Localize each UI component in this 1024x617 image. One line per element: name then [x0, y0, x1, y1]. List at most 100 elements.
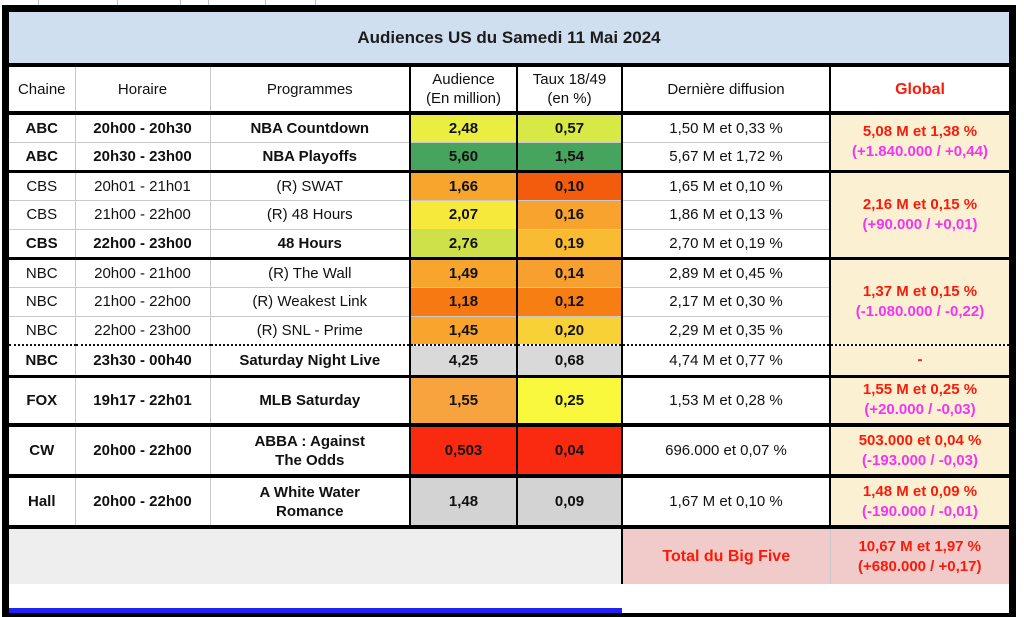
- audience-cell: 1,66: [409, 169, 517, 200]
- table-frame: Audiences US du Samedi 11 Mai 2024 Chain…: [2, 5, 1016, 617]
- empty-cell: [9, 525, 622, 584]
- blue-underline: [9, 608, 622, 613]
- channel-cell: CBS: [9, 169, 75, 200]
- global-cell: 503.000 et 0,04 % (-193.000 / -0,03): [829, 423, 1009, 476]
- total-global-cell: 10,67 M et 1,97 % (+680.000 / +0,17): [829, 525, 1009, 584]
- table-row: Total du Big Five 10,67 M et 1,97 % (+68…: [9, 525, 1009, 584]
- program-cell: (R) Weakest Link: [209, 286, 410, 316]
- table-row: NBC 20h00 - 21h00 (R) The Wall 1,49 0,14…: [9, 256, 1009, 345]
- table-row: FOX 19h17 - 22h01 MLB Saturday 1,55 0,25…: [9, 374, 1009, 425]
- col-header-programmes: Programmes: [209, 65, 410, 115]
- audience-cell: 1,55: [409, 374, 517, 425]
- rating-cell: 0,10: [516, 169, 622, 200]
- program-cell: (R) SNL - Prime: [209, 315, 410, 345]
- rating-cell: 1,54: [516, 141, 622, 171]
- global-cell: -: [829, 344, 1009, 376]
- table-row: Chaine Horaire Programmes Audience (En m…: [9, 65, 1009, 115]
- program-cell: ABBA : Against The Odds: [209, 423, 410, 476]
- channel-cell: NBC: [9, 256, 75, 287]
- rating-cell: 0,25: [516, 374, 622, 425]
- channel-cell: NBC: [9, 344, 75, 376]
- audience-cell: 5,60: [409, 141, 517, 171]
- audience-cell: 0,503: [409, 423, 517, 476]
- col-header-derniere-diffusion: Dernière diffusion: [621, 65, 830, 115]
- channel-cell: Hall: [9, 474, 75, 527]
- audience-cell: 1,18: [409, 286, 517, 316]
- col-header-global: Global: [829, 65, 1009, 115]
- col-header-audience: Audience (En million): [409, 65, 517, 115]
- last-broadcast-cell: 696.000 et 0,07 %: [621, 423, 830, 476]
- audiences-table: Audiences US du Samedi 11 Mai 2024 Chain…: [9, 12, 1009, 584]
- rating-cell: 0,16: [516, 199, 622, 229]
- rating-cell: 0,09: [516, 474, 622, 527]
- table-row: NBC 21h00 - 22h00 (R) Weakest Link 1,18 …: [9, 286, 1009, 316]
- program-cell: (R) 48 Hours: [209, 199, 410, 229]
- last-broadcast-cell: 5,67 M et 1,72 %: [621, 141, 830, 171]
- rating-cell: 0,14: [516, 256, 622, 287]
- channel-cell: NBC: [9, 286, 75, 316]
- channel-cell: ABC: [25, 119, 59, 137]
- top-edge-strip: [0, 0, 1024, 5]
- time-cell: 21h00 - 22h00: [74, 199, 210, 229]
- program-cell: NBA Countdown: [209, 113, 410, 142]
- audience-cell: 2,76: [409, 228, 517, 258]
- global-cell: 1,37 M et 0,15 % (-1.080.000 / -0,22): [829, 256, 1009, 345]
- page-title: Audiences US du Samedi 11 Mai 2024: [9, 12, 1009, 67]
- time-cell: 20h01 - 21h01: [74, 169, 210, 200]
- time-cell: 20h00 - 20h30: [74, 113, 210, 142]
- time-cell: 23h30 - 00h40: [74, 344, 210, 376]
- audience-cell: 1,49: [409, 256, 517, 287]
- table-row: CBS 20h01 - 21h01 (R) SWAT 1,66 0,10 1,6…: [9, 169, 1009, 258]
- table-row: Hall 20h00 - 22h00 A White Water Romance…: [9, 474, 1009, 527]
- rating-cell: 0,04: [516, 423, 622, 476]
- table-row: Audiences US du Samedi 11 Mai 2024: [9, 12, 1009, 67]
- last-broadcast-cell: 4,74 M et 0,77 %: [621, 344, 830, 376]
- channel-cell: ABC: [9, 141, 75, 171]
- global-cell: 2,16 M et 0,15 % (+90.000 / +0,01): [829, 169, 1009, 258]
- channel-cell: NBC: [9, 315, 75, 345]
- col-header-taux: Taux 18/49 (en %): [516, 65, 622, 115]
- time-cell: 22h00 - 23h00: [74, 228, 210, 258]
- col-header-chaine: Chaine: [9, 65, 75, 115]
- audience-cell: 2,07: [409, 199, 517, 229]
- time-cell: 20h00 - 22h00: [74, 423, 210, 476]
- rating-cell: 0,20: [516, 315, 622, 345]
- last-broadcast-cell: 1,65 M et 0,10 %: [621, 169, 830, 200]
- program-cell: MLB Saturday: [209, 374, 410, 425]
- last-broadcast-cell: 2,89 M et 0,45 %: [621, 256, 830, 287]
- audience-cell: 4,25: [409, 344, 517, 376]
- table-row: NBC 23h30 - 00h40 Saturday Night Live 4,…: [9, 344, 1009, 376]
- time-cell: 21h00 - 22h00: [74, 286, 210, 316]
- program-cell: (R) SWAT: [209, 169, 410, 200]
- table-row: CBS 22h00 - 23h00 48 Hours 2,76 0,19 2,7…: [9, 228, 1009, 258]
- global-cell: 1,48 M et 0,09 % (-190.000 / -0,01): [829, 474, 1009, 527]
- global-cell: 1,55 M et 0,25 % (+20.000 / -0,03): [829, 374, 1009, 425]
- global-cell: 5,08 M et 1,38 % (+1.840.000 / +0,44): [829, 113, 1009, 171]
- last-broadcast-cell: 1,50 M et 0,33 %: [621, 113, 830, 142]
- last-broadcast-cell: 1,67 M et 0,10 %: [621, 474, 830, 527]
- program-cell: A White Water Romance: [209, 474, 410, 527]
- time-cell: 20h30 - 23h00: [74, 141, 210, 171]
- program-cell: NBA Playoffs: [209, 141, 410, 171]
- last-broadcast-cell: 2,70 M et 0,19 %: [621, 228, 830, 258]
- table-row: CW 20h00 - 22h00 ABBA : Against The Odds…: [9, 423, 1009, 476]
- table-row: NBC 22h00 - 23h00 (R) SNL - Prime 1,45 0…: [9, 315, 1009, 345]
- channel-cell: FOX: [9, 374, 75, 425]
- program-cell: Saturday Night Live: [209, 344, 410, 376]
- last-broadcast-cell: 1,86 M et 0,13 %: [621, 199, 830, 229]
- channel-cell: CBS: [9, 228, 75, 258]
- time-cell: 22h00 - 23h00: [74, 315, 210, 345]
- last-broadcast-cell: 1,53 M et 0,28 %: [621, 374, 830, 425]
- audience-cell: 1,45: [409, 315, 517, 345]
- rating-cell: 0,19: [516, 228, 622, 258]
- time-cell: 19h17 - 22h01: [74, 374, 210, 425]
- last-broadcast-cell: 2,17 M et 0,30 %: [621, 286, 830, 316]
- total-label: Total du Big Five: [621, 525, 830, 584]
- channel-cell: CW: [9, 423, 75, 476]
- table-row: ABC 20h00 - 20h30 NBA Countdown 2,48 0,5…: [9, 113, 1009, 171]
- time-cell: 20h00 - 21h00: [74, 256, 210, 287]
- col-header-horaire: Horaire: [74, 65, 210, 115]
- program-cell: (R) The Wall: [209, 256, 410, 287]
- rating-cell: 0,12: [516, 286, 622, 316]
- table-row: ABC 20h30 - 23h00 NBA Playoffs 5,60 1,54…: [9, 141, 1009, 171]
